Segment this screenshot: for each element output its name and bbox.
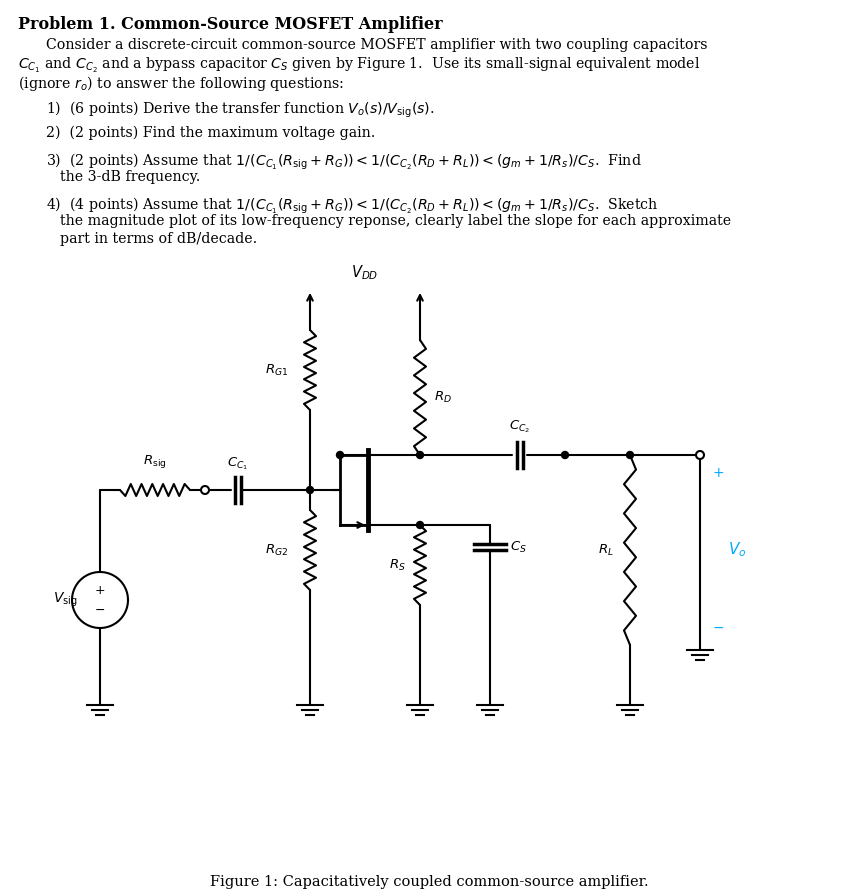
Circle shape bbox=[336, 451, 343, 458]
Circle shape bbox=[626, 451, 633, 458]
Circle shape bbox=[416, 451, 424, 458]
Circle shape bbox=[561, 451, 569, 458]
Text: $V_{\mathrm{sig}}$: $V_{\mathrm{sig}}$ bbox=[52, 591, 77, 609]
Text: the magnitude plot of its low-frequency reponse, clearly label the slope for eac: the magnitude plot of its low-frequency … bbox=[60, 214, 731, 228]
Text: 4)  (4 points) Assume that $1/(C_{C_1}(R_{\mathrm{sig}}+R_G)) < 1/(C_{C_2}(R_D+R: 4) (4 points) Assume that $1/(C_{C_1}(R_… bbox=[46, 196, 659, 216]
Text: 3)  (2 points) Assume that $1/(C_{C_1}(R_{\mathrm{sig}}+R_G)) < 1/(C_{C_2}(R_D+R: 3) (2 points) Assume that $1/(C_{C_1}(R_… bbox=[46, 152, 642, 172]
Text: $C_{C_2}$: $C_{C_2}$ bbox=[510, 418, 530, 435]
Circle shape bbox=[696, 451, 704, 459]
Text: $C_S$: $C_S$ bbox=[510, 540, 527, 555]
Text: Figure 1: Capacitatively coupled common-source amplifier.: Figure 1: Capacitatively coupled common-… bbox=[209, 875, 649, 889]
Text: (ignore $r_o$) to answer the following questions:: (ignore $r_o$) to answer the following q… bbox=[18, 74, 344, 93]
Text: +: + bbox=[94, 584, 106, 598]
Text: $V_{DD}$: $V_{DD}$ bbox=[352, 263, 378, 282]
Text: part in terms of dB/decade.: part in terms of dB/decade. bbox=[60, 232, 257, 246]
Text: $-$: $-$ bbox=[712, 620, 724, 634]
Text: $C_{C_1}$: $C_{C_1}$ bbox=[227, 456, 249, 472]
Text: $R_{\mathrm{sig}}$: $R_{\mathrm{sig}}$ bbox=[143, 453, 166, 470]
Text: $R_D$: $R_D$ bbox=[434, 390, 452, 405]
Text: $R_{G2}$: $R_{G2}$ bbox=[265, 542, 288, 558]
Circle shape bbox=[306, 486, 313, 493]
Circle shape bbox=[416, 522, 424, 528]
Text: $-$: $-$ bbox=[94, 602, 106, 615]
Text: Problem 1. Common-Source MOSFET Amplifier: Problem 1. Common-Source MOSFET Amplifie… bbox=[18, 16, 443, 33]
Text: the 3-dB frequency.: the 3-dB frequency. bbox=[60, 170, 201, 184]
Text: +: + bbox=[712, 466, 723, 480]
Text: $C_{C_1}$ and $C_{C_2}$ and a bypass capacitor $C_S$ given by Figure 1.  Use its: $C_{C_1}$ and $C_{C_2}$ and a bypass cap… bbox=[18, 56, 700, 75]
Text: $R_L$: $R_L$ bbox=[598, 542, 614, 558]
Text: $R_{G1}$: $R_{G1}$ bbox=[264, 362, 288, 377]
Text: $R_S$: $R_S$ bbox=[390, 558, 406, 573]
Text: $V_o$: $V_o$ bbox=[728, 541, 746, 559]
Text: 1)  (6 points) Derive the transfer function $V_o(s)/V_{\mathrm{sig}}(s)$.: 1) (6 points) Derive the transfer functi… bbox=[46, 100, 435, 120]
Circle shape bbox=[201, 486, 209, 494]
Text: Consider a discrete-circuit common-source MOSFET amplifier with two coupling cap: Consider a discrete-circuit common-sourc… bbox=[46, 38, 708, 52]
Text: 2)  (2 points) Find the maximum voltage gain.: 2) (2 points) Find the maximum voltage g… bbox=[46, 126, 376, 140]
